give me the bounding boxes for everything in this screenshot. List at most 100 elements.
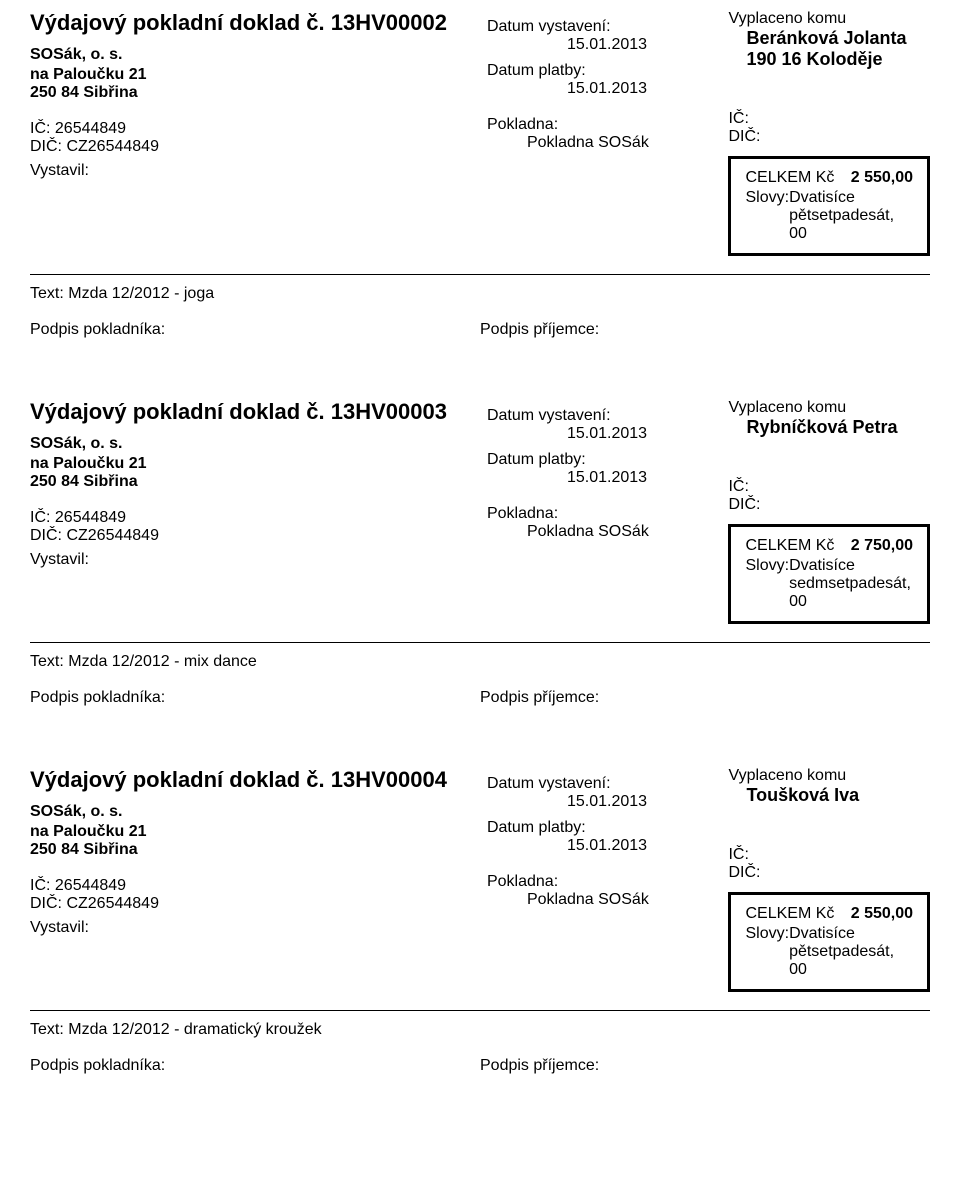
pokladna-value: Pokladna SOSák	[487, 134, 689, 152]
issuer-org: SOSák, o. s.	[30, 435, 447, 453]
divider	[30, 642, 930, 643]
receipt-top: Výdajový pokladní doklad č. 13HV00002 SOS…	[30, 10, 930, 256]
amount-box: CELKEM Kč2 550,00 Slovy:Dvatisíce pětsetp…	[728, 892, 930, 992]
payee-block: Vyplaceno komuToušková Iva IČ:DIČ: CELKEM …	[728, 767, 930, 992]
signature-row: Podpis pokladníka:Podpis příjemce:	[30, 321, 930, 339]
date-issue-label: Datum vystavení:	[487, 407, 689, 425]
payee-dic: DIČ:	[728, 496, 930, 514]
amount-box: CELKEM Kč 2 550,00 Slovy:Dvatisíce pětsetp…	[728, 156, 930, 256]
total-label: CELKEM Kč	[745, 169, 834, 187]
pokladna-block: Pokladna:Pokladna SOSák	[487, 873, 689, 909]
issuer-org: SOSák, o. s.	[30, 46, 447, 64]
issuer-ic: IČ: 26544849	[30, 877, 447, 895]
issuer-block: Výdajový pokladní doklad č. 13HV00002 SOS…	[30, 10, 447, 256]
receipt: Výdajový pokladní doklad č. 13HV00002 SOS…	[30, 10, 930, 339]
date-payment-label: Datum platby:	[487, 819, 689, 837]
date-issue-label: Datum vystavení:	[487, 18, 689, 36]
receipt: Výdajový pokladní doklad č. 13HV00004 SOS…	[30, 767, 930, 1075]
signature-recipient: Podpis příjemce:	[480, 689, 930, 707]
pokladna-value: Pokladna SOSák	[487, 523, 689, 541]
amount-row-words: Slovy:Dvatisíce pětsetpadesát, 00	[745, 189, 913, 243]
paid-to-label: Vyplaceno komu	[728, 767, 930, 785]
total-value: 2 750,00	[851, 537, 913, 555]
dates-block: Datum vystavení:15.01.2013Datum platby:1…	[487, 10, 689, 256]
amount-row-total: CELKEM Kč 2 750,00	[745, 537, 913, 555]
divider	[30, 274, 930, 275]
words-value: Dvatisíce sedmsetpadesát, 00	[789, 557, 913, 611]
signature-recipient: Podpis příjemce:	[480, 321, 930, 339]
issuer-block: Výdajový pokladní doklad č. 13HV00004 SOS…	[30, 767, 447, 992]
amount-row-total: CELKEM Kč2 550,00	[745, 905, 913, 923]
pokladna-label: Pokladna:	[487, 505, 689, 523]
date-payment-value: 15.01.2013	[487, 80, 689, 98]
amount-row-total: CELKEM Kč 2 550,00	[745, 169, 913, 187]
dates-block: Datum vystavení:15.01.2013Datum platby:1…	[487, 399, 689, 624]
signature-cashier: Podpis pokladníka:	[30, 321, 480, 339]
note-text: Text: Mzda 12/2012 - joga	[30, 285, 930, 303]
amount-row-words: Slovy:Dvatisíce pětsetpadesát, 00	[745, 925, 913, 979]
issuer-addr1: na Paloučku 21	[30, 66, 447, 84]
issuer-dic: DIČ: CZ26544849	[30, 527, 447, 545]
date-payment-value: 15.01.2013	[487, 837, 689, 855]
date-payment-value: 15.01.2013	[487, 469, 689, 487]
page: Výdajový pokladní doklad č. 13HV00002 SOS…	[0, 0, 960, 1165]
issuer-addr2: 250 84 Sibřina	[30, 841, 447, 859]
issuer-ic: IČ: 26544849	[30, 120, 447, 138]
paid-to-label: Vyplaceno komu	[728, 399, 930, 417]
doc-title: Výdajový pokladní doklad č. 13HV00003	[30, 399, 447, 425]
payee-ic: IČ:	[728, 846, 930, 864]
doc-title: Výdajový pokladní doklad č. 13HV00002	[30, 10, 447, 36]
issuer-ids: IČ: 26544849DIČ: CZ26544849	[30, 877, 447, 913]
signature-row: Podpis pokladníka:Podpis příjemce:	[30, 689, 930, 707]
date-issue-value: 15.01.2013	[487, 36, 689, 54]
total-value: 2 550,00	[851, 169, 913, 187]
words-value: Dvatisíce pětsetpadesát, 00	[789, 925, 913, 979]
issuer-ids: IČ: 26544849DIČ: CZ26544849	[30, 120, 447, 156]
pokladna-label: Pokladna:	[487, 873, 689, 891]
total-label: CELKEM Kč	[745, 537, 834, 555]
words-label: Slovy:	[745, 189, 789, 243]
words-value: Dvatisíce pětsetpadesát, 00	[789, 189, 913, 243]
signature-recipient: Podpis příjemce:	[480, 1057, 930, 1075]
receipt-top: Výdajový pokladní doklad č. 13HV00004 SOS…	[30, 767, 930, 992]
payee-block: Vyplaceno komuRybníčková Petra IČ:DIČ: CEL…	[728, 399, 930, 624]
payee-name: Toušková Iva	[728, 785, 930, 806]
payee-ids: IČ:DIČ:	[728, 478, 930, 514]
payee-dic: DIČ:	[728, 864, 930, 882]
amount-row-words: Slovy:Dvatisíce sedmsetpadesát, 00	[745, 557, 913, 611]
payee-ids: IČ:DIČ:	[728, 846, 930, 882]
paid-to-label: Vyplaceno komu	[728, 10, 930, 28]
pokladna-block: Pokladna:Pokladna SOSák	[487, 116, 689, 152]
issuer-ic: IČ: 26544849	[30, 509, 447, 527]
payee-name: Beránková Jolanta	[728, 28, 930, 49]
doc-title: Výdajový pokladní doklad č. 13HV00004	[30, 767, 447, 793]
issuer-block: Výdajový pokladní doklad č. 13HV00003 SOS…	[30, 399, 447, 624]
issuer-org: SOSák, o. s.	[30, 803, 447, 821]
payee-name: Rybníčková Petra	[728, 417, 930, 438]
signature-cashier: Podpis pokladníka:	[30, 1057, 480, 1075]
vystavil: Vystavil:	[30, 162, 447, 180]
date-issue-value: 15.01.2013	[487, 793, 689, 811]
divider	[30, 1010, 930, 1011]
payee-ids: IČ:DIČ:	[728, 110, 930, 146]
amount-box: CELKEM Kč 2 750,00 Slovy:Dvatisíce sedmset…	[728, 524, 930, 624]
payee-block: Vyplaceno komuBeránková Jolanta190 16 Ko…	[728, 10, 930, 256]
issuer-dic: DIČ: CZ26544849	[30, 895, 447, 913]
total-value: 2 550,00	[851, 905, 913, 923]
vystavil: Vystavil:	[30, 919, 447, 937]
pokladna-block: Pokladna:Pokladna SOSák	[487, 505, 689, 541]
date-payment-label: Datum platby:	[487, 451, 689, 469]
receipt: Výdajový pokladní doklad č. 13HV00003 SOS…	[30, 399, 930, 707]
issuer-dic: DIČ: CZ26544849	[30, 138, 447, 156]
signature-row: Podpis pokladníka:Podpis příjemce:	[30, 1057, 930, 1075]
issuer-ids: IČ: 26544849DIČ: CZ26544849	[30, 509, 447, 545]
date-issue-label: Datum vystavení:	[487, 775, 689, 793]
vystavil: Vystavil:	[30, 551, 447, 569]
issuer-addr1: na Paloučku 21	[30, 823, 447, 841]
issuer-addr2: 250 84 Sibřina	[30, 473, 447, 491]
pokladna-label: Pokladna:	[487, 116, 689, 134]
payee-ic: IČ:	[728, 478, 930, 496]
issuer-addr1: na Paloučku 21	[30, 455, 447, 473]
note-text: Text: Mzda 12/2012 - mix dance	[30, 653, 930, 671]
payee-dic: DIČ:	[728, 128, 930, 146]
